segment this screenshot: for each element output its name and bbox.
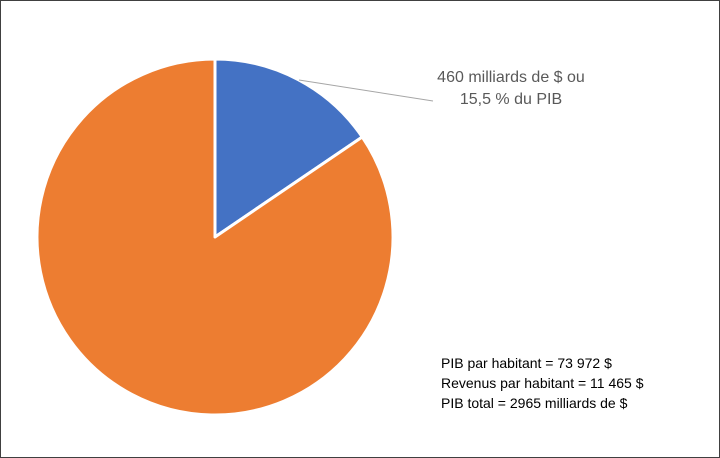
leader-line (298, 79, 434, 102)
annotation: PIB par habitant = 73 972 $ (441, 355, 612, 371)
data-label: 460 milliards de $ ou 15,5 % du PIB (437, 69, 585, 108)
annotation: Revenus par habitant = 11 465 $ (441, 375, 644, 391)
pie-slice (213, 57, 364, 239)
annotations: PIB par habitant = 73 972 $ Revenus par h… (441, 353, 644, 413)
pie-slice (35, 57, 395, 417)
annotation: PIB total = 2965 milliards de $ (441, 395, 628, 411)
